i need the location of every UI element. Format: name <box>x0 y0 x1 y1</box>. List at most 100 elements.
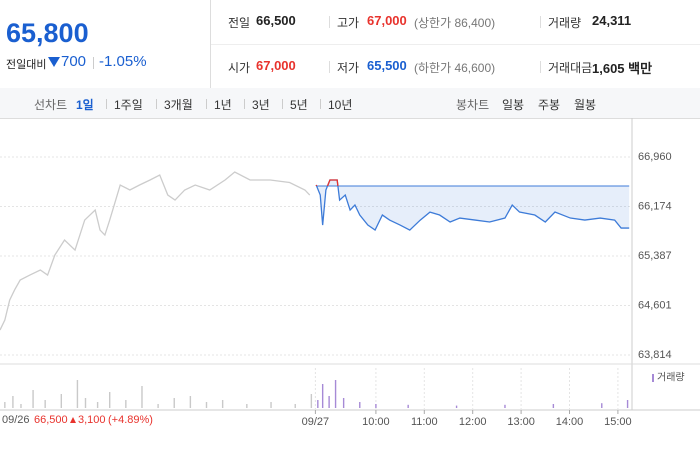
legend-swatch <box>652 374 654 382</box>
volume-bar <box>221 400 224 408</box>
tab-group-label: 봉차트 <box>456 98 490 112</box>
divider <box>329 16 330 28</box>
volume-bar <box>294 404 296 408</box>
down-icon <box>48 57 60 67</box>
volume-bar <box>270 402 272 408</box>
change-label: 전일대비 <box>6 59 47 71</box>
divider <box>320 99 321 109</box>
volume-bar <box>96 402 99 408</box>
period-tab[interactable]: 1일 <box>76 98 94 112</box>
divider <box>210 0 211 88</box>
rate: -1.05% <box>99 53 147 70</box>
volume-bar <box>4 402 6 408</box>
change: 700 <box>61 53 87 70</box>
candle-tab[interactable]: 월봉 <box>574 98 597 112</box>
period-tab[interactable]: 3년 <box>252 98 270 112</box>
volume-bar <box>455 405 458 408</box>
y-tick-label: 65,387 <box>638 250 672 262</box>
volume-bar <box>328 396 330 408</box>
field-label: 거래대금 <box>548 61 593 75</box>
y-tick-label: 66,960 <box>638 151 672 163</box>
volume-bar <box>84 398 87 408</box>
x-tick-label: 12:00 <box>459 416 487 428</box>
divider <box>329 61 330 73</box>
divider <box>211 44 700 45</box>
price-line <box>0 171 311 331</box>
volume-bar <box>189 396 192 408</box>
field-label: 전일 <box>228 16 251 30</box>
field-value: 24,311 <box>592 13 632 28</box>
field-value: 65,500 <box>367 58 407 73</box>
volume-bar <box>205 402 208 408</box>
up-icon <box>70 417 76 423</box>
volume-bar <box>20 404 22 408</box>
field-value: 67,000 <box>367 13 407 28</box>
prev-close: 66,500 <box>34 414 68 426</box>
field-value: 67,000 <box>256 58 296 73</box>
field-value: 66,500 <box>256 13 296 28</box>
tab-bar <box>0 88 700 119</box>
volume-bar <box>44 400 46 408</box>
tab-group-label: 선차트 <box>34 98 68 112</box>
field-label: 시가 <box>228 61 251 75</box>
y-tick-label: 66,174 <box>638 200 672 212</box>
divider <box>106 99 107 109</box>
volume-bar <box>125 400 127 408</box>
volume-bar <box>60 394 63 408</box>
candle-tab[interactable]: 일봉 <box>502 98 525 112</box>
field-label: 저가 <box>337 61 360 75</box>
volume-bar <box>310 394 313 408</box>
y-tick-label: 63,814 <box>638 349 672 361</box>
volume-bar <box>109 392 111 408</box>
x-tick-label: 10:00 <box>362 416 390 428</box>
divider <box>540 61 541 73</box>
legend-label: 거래량 <box>657 372 685 384</box>
prev-change: 3,100 <box>78 414 106 426</box>
prev-date: 09/26 <box>2 414 30 426</box>
divider <box>156 99 157 109</box>
y-tick-label: 64,601 <box>638 299 672 311</box>
period-tab[interactable]: 10년 <box>328 98 353 112</box>
volume-bar <box>407 404 409 408</box>
volume-bar <box>601 403 603 408</box>
period-tab[interactable]: 3개월 <box>164 98 193 112</box>
volume-bar <box>141 386 143 408</box>
price: 65,800 <box>6 18 89 48</box>
field-label: 거래량 <box>548 16 582 30</box>
volume-bar <box>173 398 175 408</box>
volume-bar <box>552 404 555 408</box>
field-value: 1,605 백만 <box>592 61 653 76</box>
volume-bar <box>504 404 506 408</box>
divider <box>540 16 541 28</box>
price-line <box>315 179 630 232</box>
x-tick-label: 11:00 <box>411 416 438 428</box>
field-note: (상한가 86,400) <box>414 16 496 30</box>
period-tab[interactable]: 1년 <box>214 98 232 112</box>
period-tab[interactable]: 1주일 <box>114 98 143 112</box>
volume-bar <box>317 400 319 408</box>
volume-bar <box>375 404 377 408</box>
x-tick-label: 15:00 <box>604 416 632 428</box>
field-note: (하한가 46,600) <box>414 61 496 75</box>
x-tick-label: 09/27 <box>302 416 330 428</box>
volume-bar <box>157 404 159 408</box>
period-tab[interactable]: 5년 <box>290 98 308 112</box>
x-tick-label: 13:00 <box>507 416 535 428</box>
volume-bar <box>12 396 14 408</box>
volume-bar <box>321 384 324 408</box>
volume-bar <box>359 402 361 408</box>
prev-rate: (+4.89%) <box>108 414 153 426</box>
volume-bar <box>626 400 629 408</box>
volume-bar <box>342 398 345 408</box>
volume-bar <box>76 380 79 408</box>
area-to-base <box>316 179 630 231</box>
volume-bar <box>32 390 34 408</box>
divider <box>206 99 207 109</box>
candle-tab[interactable]: 주봉 <box>538 98 561 112</box>
divider <box>282 99 283 109</box>
field-label: 고가 <box>337 16 360 30</box>
separator <box>93 57 94 69</box>
divider <box>244 99 245 109</box>
